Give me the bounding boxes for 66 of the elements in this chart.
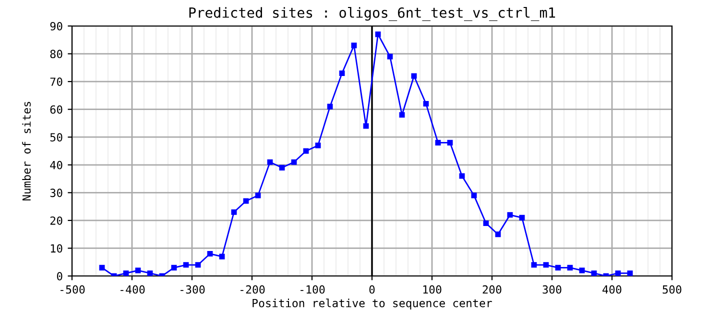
point [519,214,525,220]
point [495,232,501,238]
x-tick-label: 100 [423,285,442,294]
x-tick-label: 300 [542,285,562,294]
point [615,270,621,276]
y-tick-label: 30 [50,188,62,198]
point [543,262,549,268]
point [387,54,393,60]
x-axis-title: Position relative to sequence center [252,298,492,310]
x-tick-label: 200 [482,285,502,294]
point [207,251,213,257]
y-tick-label: 40 [50,160,62,170]
point [267,159,273,165]
chart-title: Predicted sites : oligos_6nt_test_vs_ctrl_m1 [189,7,556,21]
point [351,42,357,48]
point [171,264,177,270]
point [555,264,561,270]
point [303,148,309,154]
point [279,164,285,170]
point [231,209,237,215]
point [579,268,585,274]
point [183,262,189,268]
point [315,142,321,148]
point [471,192,477,198]
x-tick-label: -500 [60,285,85,294]
point [195,262,201,268]
x-tick-label: -100 [300,285,325,294]
x-tick-label: 500 [662,285,682,294]
point [255,192,261,198]
point [99,264,105,270]
x-tick-label: -400 [120,285,145,294]
point [123,270,129,276]
point [135,268,141,274]
point [459,173,465,179]
y-tick-label: 70 [50,78,62,86]
point [591,270,597,276]
point [567,264,573,270]
y-tick-label: 20 [50,216,62,225]
y-tick-label: 0 [57,272,62,280]
x-tick-label: 400 [602,285,622,294]
point [531,262,537,268]
point [219,254,225,260]
y-tick-label: 90 [50,22,62,30]
point [423,101,429,107]
point [339,70,345,76]
x-tick-label: -200 [240,285,265,294]
x-tick-label: -300 [180,285,205,294]
x-tick-label: 0 [369,285,375,294]
y-tick-label: 50 [50,133,62,142]
point [291,159,297,165]
point [375,32,381,38]
point [147,270,153,276]
point [447,140,453,146]
y-tick-label: 80 [50,50,62,58]
point [243,198,249,204]
y-axis-title: Number of sites [22,102,31,200]
point [327,104,333,110]
point [483,220,489,226]
y-tick-label: 60 [50,105,62,114]
y-tick-label: 10 [50,244,62,253]
point [435,140,441,146]
point [363,123,369,129]
point [507,212,513,218]
point [411,73,417,79]
point [399,112,405,118]
point [627,270,633,276]
